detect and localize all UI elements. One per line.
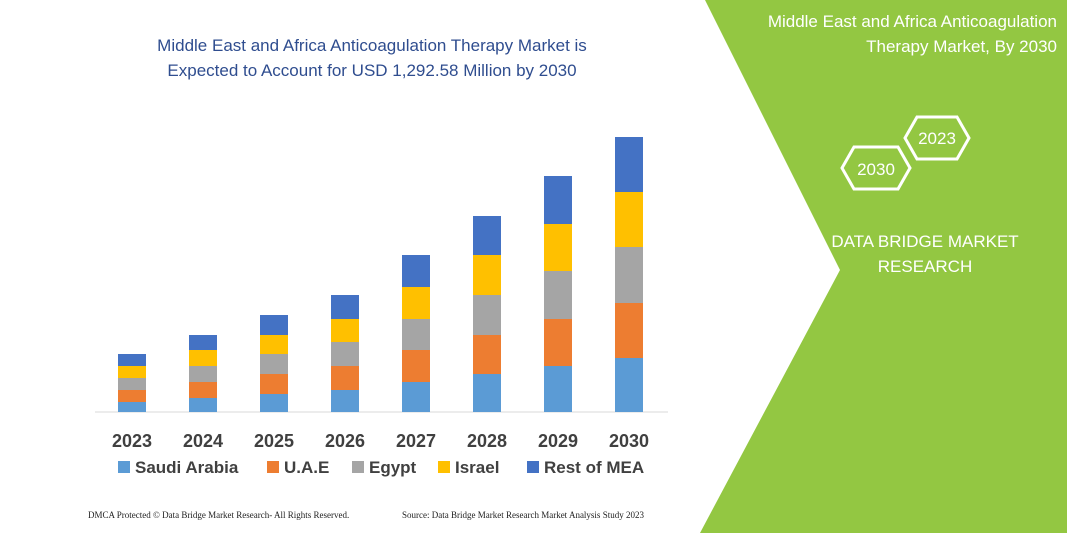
bar-segment xyxy=(331,319,359,342)
legend-swatch xyxy=(118,461,130,473)
bar-segment xyxy=(615,247,643,303)
legend-swatch xyxy=(438,461,450,473)
hexagon-label: 2030 xyxy=(857,160,895,179)
bar-segment xyxy=(402,350,430,382)
x-tick-label: 2023 xyxy=(112,431,152,451)
bar-segment xyxy=(189,350,217,366)
bar-segment xyxy=(189,366,217,382)
bar-segment xyxy=(402,382,430,412)
chart-title: Expected to Account for USD 1,292.58 Mil… xyxy=(167,61,576,80)
legend-label: Saudi Arabia xyxy=(135,458,239,477)
brand: RESEARCH xyxy=(878,257,972,276)
bar-segment xyxy=(260,354,288,374)
bar-segment xyxy=(402,255,430,287)
bar-segment xyxy=(331,295,359,319)
bar-segment xyxy=(615,137,643,192)
panel-title-line: Therapy Market, By 2030 xyxy=(866,37,1057,56)
bar-segment xyxy=(118,354,146,366)
hexagon xyxy=(903,115,971,161)
bar-segment xyxy=(331,366,359,390)
bar-segment xyxy=(189,335,217,350)
bar-segment xyxy=(260,394,288,412)
bar-segment xyxy=(331,342,359,366)
bar-segment xyxy=(615,303,643,358)
bar-segment xyxy=(473,335,501,374)
bar-segment xyxy=(118,378,146,390)
footer-right: Source: Data Bridge Market Research Mark… xyxy=(402,510,644,520)
bar-segment xyxy=(118,366,146,378)
hexagon xyxy=(840,145,912,191)
legend-swatch xyxy=(527,461,539,473)
footer-left: DMCA Protected © Data Bridge Market Rese… xyxy=(88,510,349,520)
bar-segment xyxy=(544,366,572,412)
bar-segment xyxy=(544,224,572,271)
bar-segment xyxy=(473,374,501,412)
bar-segment xyxy=(260,335,288,354)
bar-segment xyxy=(402,319,430,350)
bar-segment xyxy=(402,287,430,319)
brand-line: RESEARCH xyxy=(878,257,972,276)
x-tick-label: 2024 xyxy=(183,431,223,451)
brand: DATA BRIDGE MARKET xyxy=(831,232,1018,251)
chart-title-line: Expected to Account for USD 1,292.58 Mil… xyxy=(167,61,576,80)
x-tick-label: 2029 xyxy=(538,431,578,451)
bar-segment xyxy=(473,295,501,335)
side-panel xyxy=(700,0,1067,533)
x-tick-label: 2026 xyxy=(325,431,365,451)
chart-title-line: Middle East and Africa Anticoagulation T… xyxy=(157,36,587,55)
bar-segment xyxy=(544,271,572,319)
x-tick-label: 2025 xyxy=(254,431,294,451)
bar-segment xyxy=(544,176,572,224)
hexagon-label: 2023 xyxy=(918,129,956,148)
panel-title: Middle East and Africa Anticoagulation xyxy=(768,12,1057,31)
bar-segment xyxy=(118,390,146,402)
bar-segment xyxy=(615,192,643,247)
brand-line: DATA BRIDGE MARKET xyxy=(831,232,1018,251)
legend-swatch xyxy=(267,461,279,473)
bar-segment xyxy=(331,390,359,412)
bar-segment xyxy=(189,382,217,398)
bar-segment xyxy=(118,402,146,412)
panel-title: Therapy Market, By 2030 xyxy=(866,37,1057,56)
x-tick-label: 2030 xyxy=(609,431,649,451)
legend-label: U.A.E xyxy=(284,458,329,477)
bar-segment xyxy=(544,319,572,366)
bar-segment xyxy=(473,216,501,255)
bar-segment xyxy=(615,358,643,412)
bar-segment xyxy=(260,374,288,394)
legend-swatch xyxy=(352,461,364,473)
legend-label: Israel xyxy=(455,458,499,477)
chart-title: Middle East and Africa Anticoagulation T… xyxy=(157,36,587,55)
legend-label: Rest of MEA xyxy=(544,458,644,477)
x-tick-label: 2027 xyxy=(396,431,436,451)
x-tick-label: 2028 xyxy=(467,431,507,451)
panel-title-line: Middle East and Africa Anticoagulation xyxy=(768,12,1057,31)
bar-segment xyxy=(473,255,501,295)
legend-label: Egypt xyxy=(369,458,417,477)
bar-segment xyxy=(189,398,217,412)
bar-segment xyxy=(260,315,288,335)
